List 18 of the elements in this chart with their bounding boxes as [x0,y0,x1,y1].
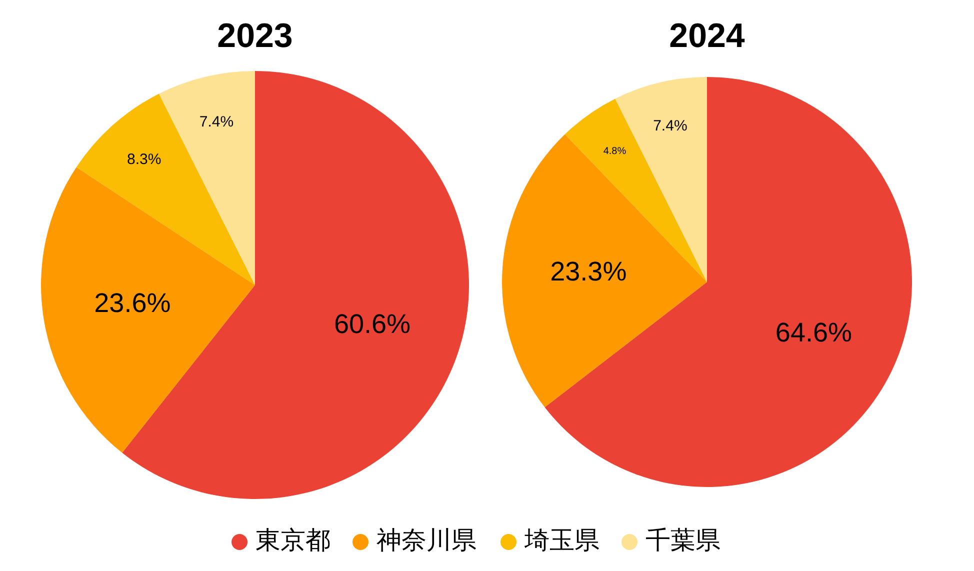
pie-slice [502,134,707,408]
data-label: 7.4% [653,117,688,134]
legend-label: 埼玉県 [524,526,600,555]
chart-title: 2023 [217,17,293,55]
data-label: 23.3% [550,256,627,286]
data-label: 8.3% [127,151,162,168]
legend-label: 神奈川県 [376,526,476,555]
pie-slice [41,167,255,453]
data-label: 60.6% [334,308,411,339]
data-label: 64.6% [775,318,852,348]
data-label: 7.4% [199,114,234,131]
chart-title: 2024 [669,17,745,55]
pie-slice [544,77,912,487]
legend-label: 東京都 [256,526,330,555]
pie-slice [76,94,255,285]
legend-label: 千葉県 [646,526,720,555]
data-label: 4.8% [603,146,626,158]
data-label: 23.6% [94,288,171,318]
